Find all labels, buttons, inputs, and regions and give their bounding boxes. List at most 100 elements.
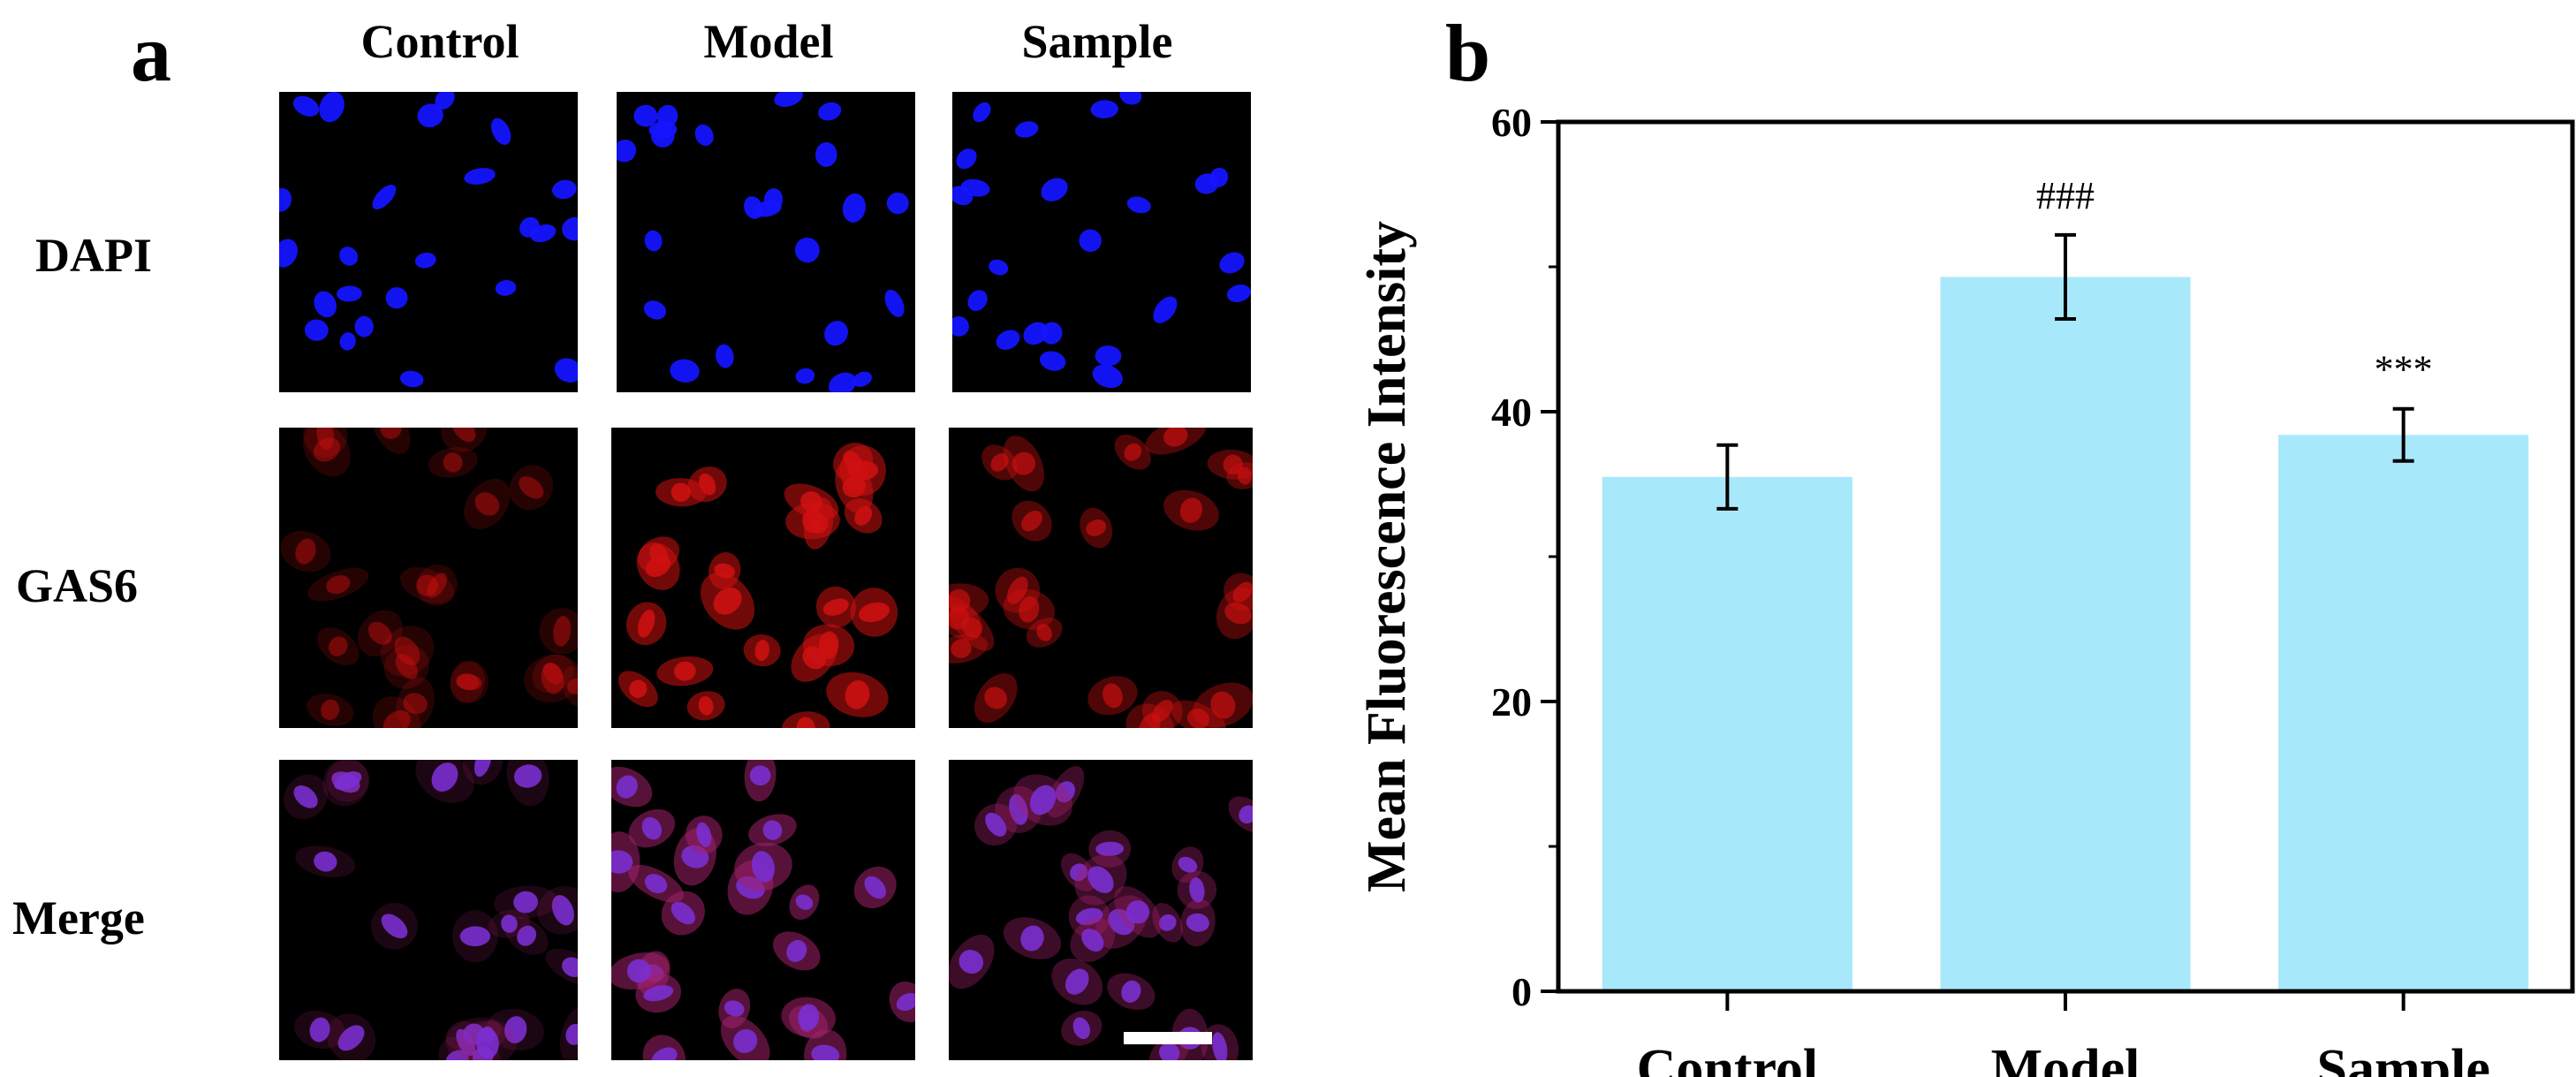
cell-nucleus [1224,603,1252,625]
micrograph-image [279,92,578,388]
cell-nucleus [960,178,990,197]
cell-nucleus [295,538,316,565]
cell-body [464,478,511,529]
cell-nucleus [1186,708,1210,728]
cell-nucleus [314,291,337,318]
cell-nucleus [1121,980,1141,1003]
cell-nucleus [749,765,771,786]
micrograph-image [617,92,909,392]
cell-nucleus [744,196,763,219]
cell-nucleus [958,950,984,975]
cell-nucleus [896,992,915,1012]
cell-nucleus [815,142,837,167]
cell-nucleus [1090,100,1118,119]
cell-nucleus [1239,805,1253,824]
cell-nucleus [643,985,674,1002]
cell-nucleus [456,1028,476,1056]
cell-nucleus [451,428,476,443]
cell-nucleus [501,914,518,933]
cell-nucleus [644,874,668,894]
cell-nucleus [949,607,970,630]
cell-nucleus [279,187,292,212]
cell-body [303,428,351,477]
cell-nucleus [967,290,988,311]
cell-nucleus [414,252,436,269]
cell-nucleus [1039,351,1066,371]
micrograph-merge-sample [949,760,1253,1060]
bar-control [1602,476,1852,991]
cell-nucleus [1086,520,1107,536]
cell-nucleus [517,925,537,946]
cell-nucleus [383,710,411,728]
cell-nucleus [334,771,362,791]
y-tick-label: 40 [1491,390,1532,435]
cell-nucleus [1223,454,1243,475]
cell-nucleus [1209,167,1229,187]
plot-frame [1556,119,2575,994]
cell-body [371,428,411,454]
cell-nucleus [822,598,849,616]
bar-sample [2278,435,2529,991]
cell-nucleus [1124,443,1142,461]
panel-a-label: a [131,8,171,98]
cell-nucleus [513,764,542,788]
micrograph-image [280,428,578,728]
cell-nucleus [1023,322,1049,345]
cell-body [440,428,488,452]
micrograph-dapi-sample [952,92,1251,392]
x-tick-label: Control [1637,1039,1819,1077]
cell-nucleus [339,246,359,266]
cell-nucleus [1079,229,1102,253]
cell-nucleus [984,686,1008,709]
cell-nucleus [733,1028,758,1053]
cell-nucleus [794,237,820,263]
cell-nucleus [314,851,337,872]
cell-nucleus [1087,866,1114,893]
cell-nucleus [818,631,839,659]
cell-nucleus [650,124,675,148]
chart-layer: Control ### Model *** Sample 0 20 40 60 Mean Fluo… [1360,100,2575,1077]
cell-nucleus [774,92,803,107]
cell-nucleus [1119,92,1142,105]
cell-nucleus [824,321,848,346]
cell-nucleus [670,359,700,383]
y-axis-label: Mean Fluorescence Intensity [1360,221,1417,892]
cell-nucleus [716,344,734,368]
cell-body [416,565,458,606]
micrograph-image [284,760,578,1060]
cell-nucleus [641,816,663,840]
cell-nucleus [1232,581,1253,603]
cell-nucleus [1095,345,1122,367]
micrograph-gas6-model [611,428,915,728]
cell-nucleus [842,193,866,223]
cell-nucleus [1179,497,1203,523]
cell-nucleus [1163,428,1188,447]
cell-nucleus [491,118,511,145]
cell-nucleus [949,588,971,613]
cell-nucleus [798,1004,820,1031]
cell-nucleus [292,95,320,117]
cell-body [383,644,429,689]
cell-nucleus [859,602,890,623]
cell-nucleus [956,148,977,170]
cell-nucleus [1186,913,1209,932]
cell-nucleus [381,914,408,939]
cell-nucleus [309,1017,330,1043]
cell-nucleus [1006,576,1028,604]
micrograph-dapi-control [279,92,578,392]
cell-nucleus [399,370,424,388]
cell-nucleus [551,895,574,926]
cell-nucleus [354,315,374,338]
column-header-control: Control [360,15,519,68]
cell-nucleus [1036,624,1052,641]
cell-nucleus [519,216,540,238]
cell-nucleus [724,1000,745,1017]
cell-nucleus [1072,1017,1091,1040]
cell-nucleus [1158,914,1177,931]
cell-nucleus [694,124,714,147]
cell-body [400,566,455,604]
cell-nucleus [372,185,397,210]
cell-nucleus [643,300,667,320]
cell-nucleus [474,492,500,516]
cell-nucleus [565,1023,578,1045]
